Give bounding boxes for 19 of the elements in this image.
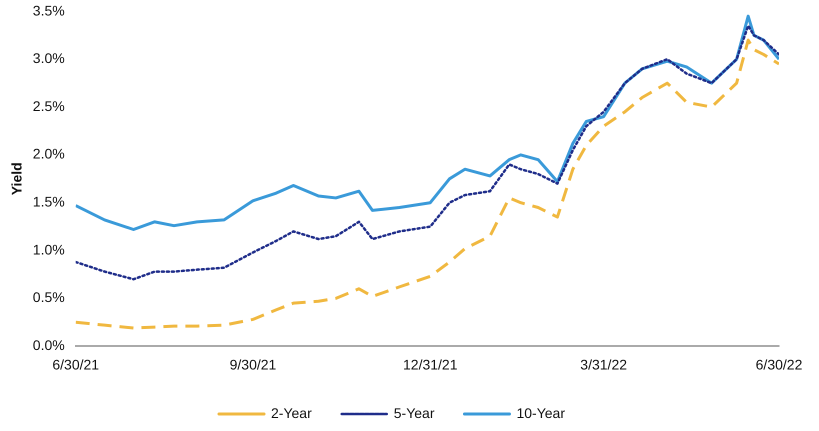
y-tick-label: 2.0% [32, 146, 65, 162]
line-series [76, 24, 779, 280]
y-tick-label: 0.5% [32, 289, 65, 306]
y-tick-label: 1.0% [32, 241, 65, 258]
y-tick-label: 3.5% [32, 2, 65, 18]
y-tick-label: 3.0% [32, 50, 65, 66]
x-tick-label: 6/30/22 [756, 356, 803, 372]
x-tick-label: 9/30/21 [230, 356, 277, 372]
legend-label: 10-Year [516, 404, 566, 421]
y-axis-title: Yield [8, 162, 24, 196]
y-tick-label: 1.5% [32, 194, 65, 210]
y-tick-label: 0.0% [32, 337, 65, 354]
legend-label: 5-Year [394, 404, 435, 421]
x-tick-label: 3/31/22 [580, 356, 628, 372]
y-tick-label: 2.5% [32, 98, 65, 114]
x-tick-label: 12/31/21 [402, 356, 458, 372]
x-tick-label: 6/30/21 [52, 356, 100, 372]
line-series [76, 38, 779, 330]
legend-label: 2-Year [271, 404, 312, 421]
